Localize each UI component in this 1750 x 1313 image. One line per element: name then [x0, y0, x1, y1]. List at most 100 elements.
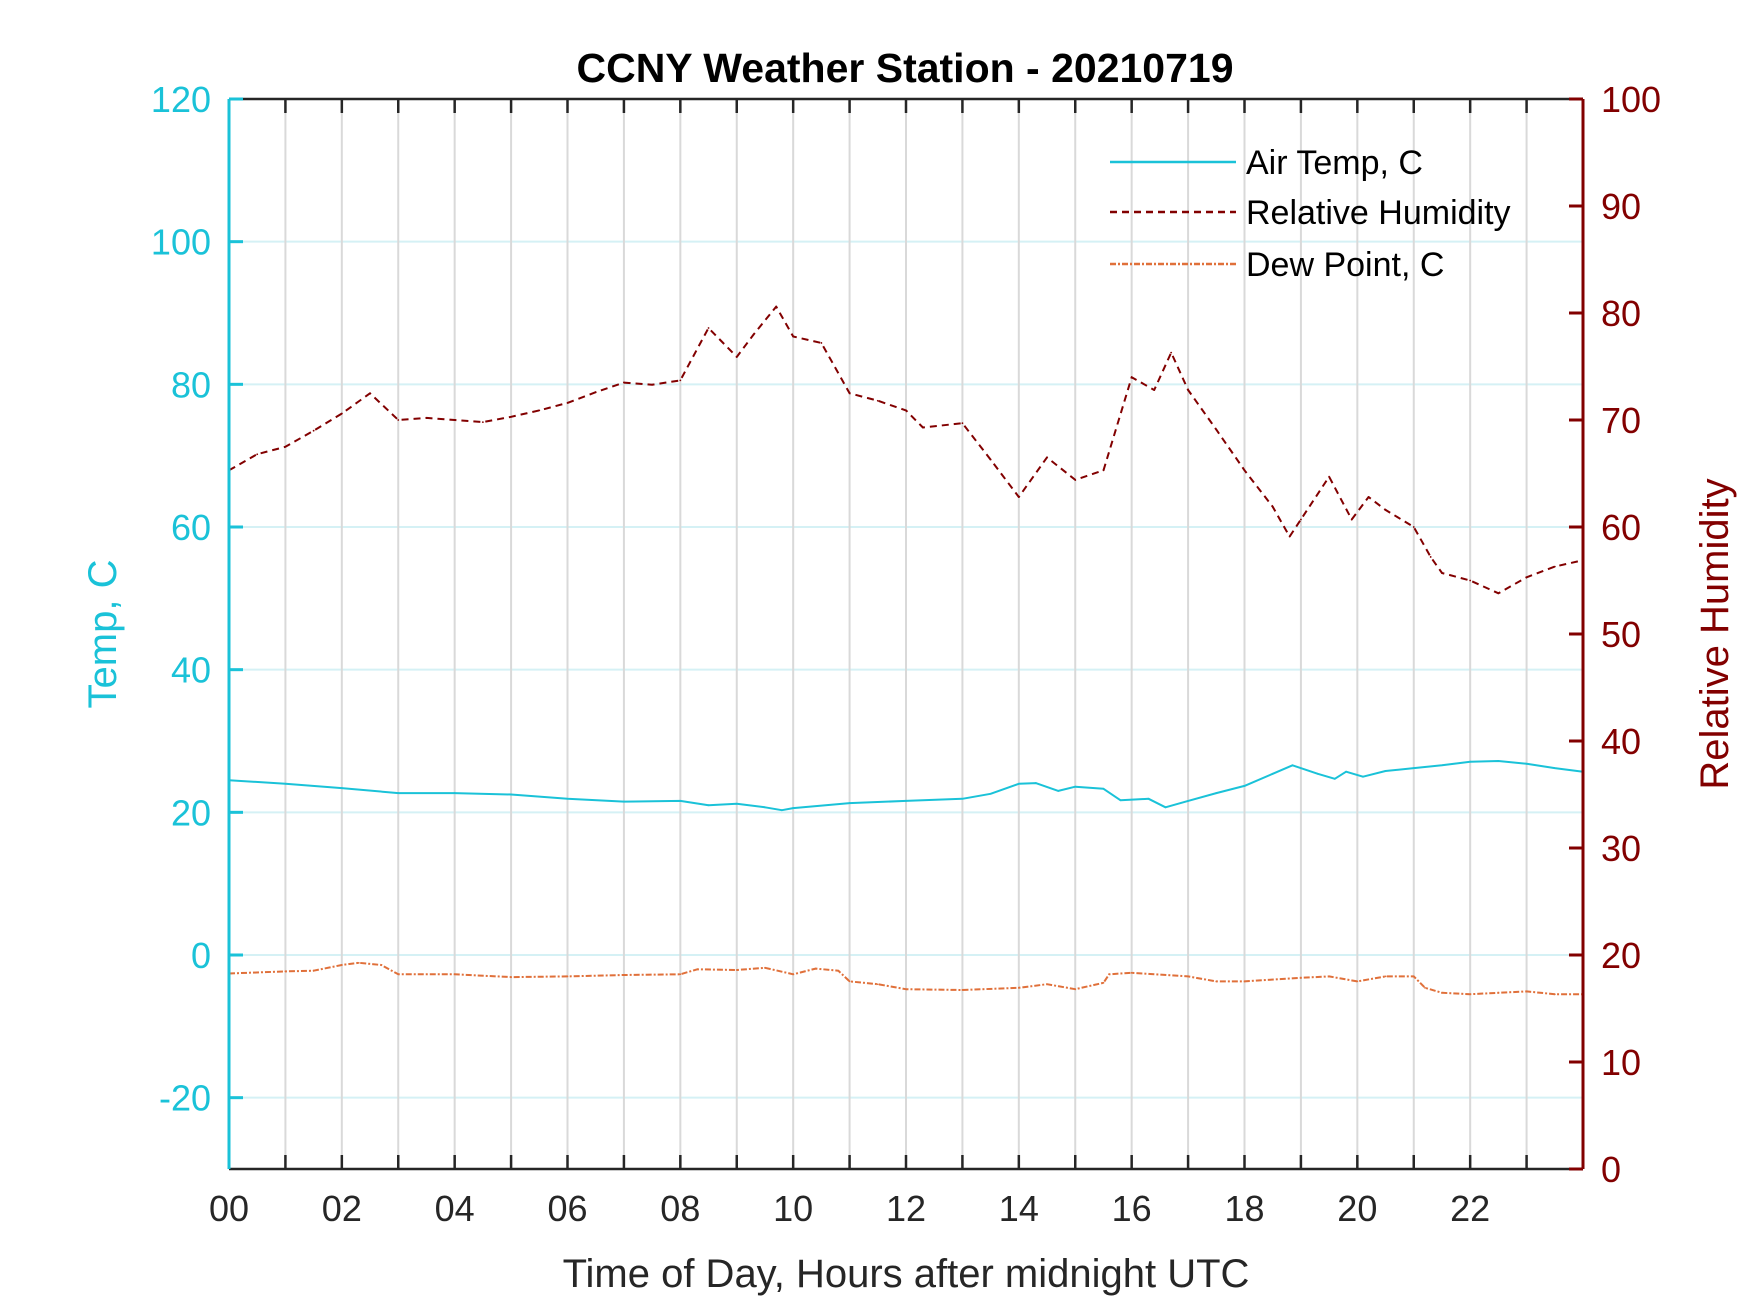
x-tick-label: 04: [435, 1188, 475, 1229]
data-point-air-temp-c: [1102, 787, 1105, 790]
tick-labels: 00 02 04 06 08 10 12 14 16 18 20 22-200204060801001…: [151, 79, 1661, 1229]
data-point-relative-humidity: [425, 416, 428, 419]
data-point-dew-point-c: [764, 966, 766, 969]
x-axis-label: Time of Day, Hours after midnight UTC: [563, 1252, 1250, 1296]
x-tick-label: 06: [547, 1188, 587, 1229]
data-point-air-temp-c: [679, 800, 682, 802]
left-tick-label: 80: [171, 364, 211, 405]
data-point-air-temp-c: [1243, 785, 1246, 787]
x-tick-label: 00: [209, 1188, 249, 1229]
data-point-relative-humidity: [1384, 508, 1387, 511]
data-point-relative-humidity: [961, 422, 964, 425]
data-point-dew-point-c: [1469, 993, 1472, 996]
data-point-air-temp-c: [780, 809, 783, 812]
right-tick-label: 80: [1601, 293, 1641, 334]
data-point-relative-humidity: [820, 342, 823, 344]
data-point-air-temp-c: [566, 797, 569, 800]
chart-title: CCNY Weather Station - 20210719: [576, 45, 1233, 91]
data-point-air-temp-c: [1215, 792, 1218, 794]
data-point-relative-humidity: [1271, 505, 1274, 508]
data-point-relative-humidity: [594, 391, 597, 394]
data-point-air-temp-c: [1057, 790, 1060, 792]
data-point-dew-point-c: [735, 969, 738, 971]
data-point-air-temp-c: [1316, 772, 1319, 775]
data-point-dew-point-c: [623, 974, 625, 976]
data-point-relative-humidity: [1074, 479, 1077, 481]
data-point-air-temp-c: [1412, 767, 1415, 770]
data-point-air-temp-c: [735, 802, 738, 805]
data-point-dew-point-c: [905, 988, 907, 991]
data-point-air-temp-c: [453, 792, 456, 794]
data-point-dew-point-c: [510, 976, 512, 979]
legend-label-relative-humidity: Relative Humidity: [1246, 194, 1511, 232]
data-point-relative-humidity: [1441, 572, 1443, 574]
x-tick-label: 16: [1112, 1188, 1152, 1229]
x-tick-label: 18: [1224, 1188, 1264, 1229]
data-point-air-temp-c: [1119, 799, 1122, 802]
data-point-relative-humidity: [538, 409, 541, 412]
data-point-air-temp-c: [623, 800, 625, 803]
data-point-dew-point-c: [1553, 993, 1556, 996]
left-tick-label: 120: [151, 79, 211, 120]
data-point-dew-point-c: [340, 964, 343, 966]
data-point-dew-point-c: [1328, 975, 1331, 978]
data-point-relative-humidity: [566, 401, 569, 404]
data-point-air-temp-c: [848, 802, 851, 804]
axes: [227, 97, 1585, 1171]
data-point-air-temp-c: [284, 782, 287, 785]
left-tick-label: 0: [191, 935, 211, 976]
data-point-dew-point-c: [453, 973, 456, 976]
data-point-relative-humidity: [1350, 518, 1353, 521]
data-point-relative-humidity: [1187, 389, 1189, 391]
data-point-air-temp-c: [1345, 770, 1347, 773]
data-point-air-temp-c: [989, 792, 992, 795]
x-tick-label: 22: [1450, 1188, 1490, 1229]
data-point-relative-humidity: [623, 381, 625, 384]
data-point-air-temp-c: [792, 807, 795, 809]
data-point-air-temp-c: [707, 804, 710, 807]
left-axis-label: Temp, C: [81, 560, 125, 709]
data-point-relative-humidity: [1170, 351, 1173, 354]
right-tick-label: 60: [1601, 507, 1641, 548]
data-point-relative-humidity: [1469, 579, 1472, 582]
data-point-dew-point-c: [284, 970, 287, 973]
series-layer: [228, 305, 1584, 996]
data-point-dew-point-c: [1074, 988, 1077, 991]
data-point-relative-humidity: [1497, 592, 1500, 595]
data-point-dew-point-c: [696, 968, 699, 971]
data-point-air-temp-c: [1164, 806, 1167, 809]
data-point-relative-humidity: [284, 445, 287, 448]
data-point-relative-humidity: [1429, 556, 1432, 558]
right-axis-label: Relative Humidity: [1693, 478, 1737, 789]
right-tick-label: 30: [1601, 828, 1641, 869]
data-point-dew-point-c: [1130, 971, 1133, 974]
data-point-relative-humidity: [340, 412, 343, 415]
data-point-dew-point-c: [837, 969, 840, 972]
data-point-dew-point-c: [1424, 986, 1426, 989]
data-point-relative-humidity: [707, 327, 710, 329]
data-point-dew-point-c: [1108, 973, 1110, 976]
data-point-dew-point-c: [1017, 986, 1020, 989]
legend-label-air-temp-c: Air Temp, C: [1246, 144, 1423, 182]
data-point-relative-humidity: [1102, 469, 1105, 472]
data-point-relative-humidity: [905, 409, 907, 412]
data-point-dew-point-c: [312, 969, 315, 972]
data-point-air-temp-c: [1497, 760, 1500, 762]
x-tick-label: 20: [1337, 1188, 1377, 1229]
left-tick-label: 60: [171, 507, 211, 548]
data-point-air-temp-c: [1147, 797, 1150, 800]
right-tick-label: 0: [1601, 1149, 1621, 1190]
data-point-dew-point-c: [1046, 983, 1048, 986]
data-point-dew-point-c: [1384, 975, 1387, 978]
data-point-relative-humidity: [1130, 376, 1133, 379]
data-point-air-temp-c: [1333, 777, 1336, 780]
data-point-dew-point-c: [814, 967, 817, 970]
data-point-dew-point-c: [1215, 980, 1218, 983]
data-point-air-temp-c: [764, 806, 766, 809]
data-point-air-temp-c: [905, 800, 907, 802]
data-point-air-temp-c: [1362, 775, 1364, 778]
data-point-relative-humidity: [876, 399, 879, 402]
x-tick-label: 02: [322, 1188, 362, 1229]
